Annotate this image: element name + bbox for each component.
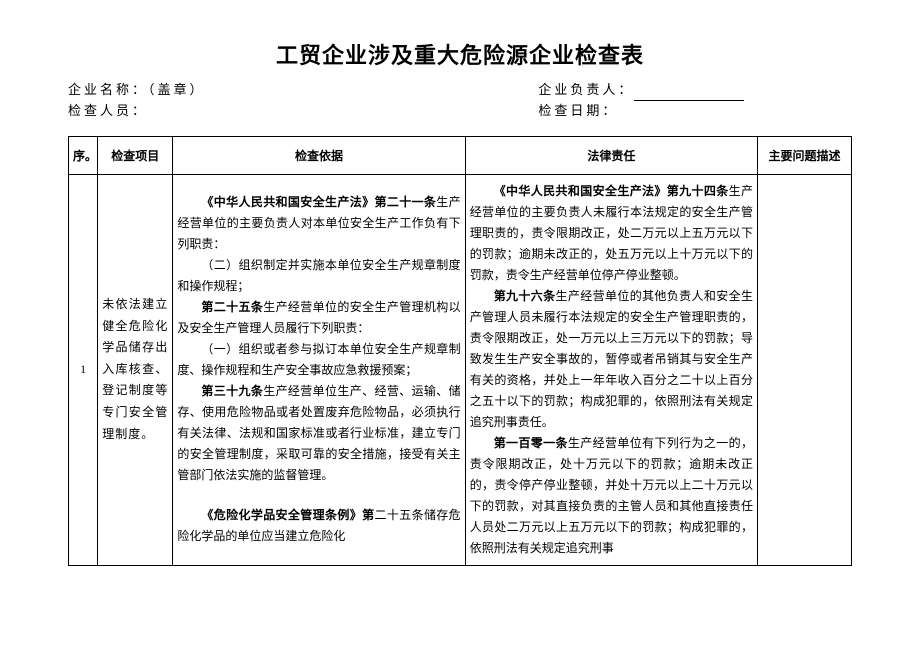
liab-p1b: 生产经营单位的主要负责人未履行本法规定的安全生产管理职责的，责令限期改正，处二万…	[470, 184, 753, 282]
responsible-underline	[634, 88, 744, 101]
basis-law2: 《危险化学品安全管理条例》第	[201, 508, 374, 522]
desc-cell	[758, 174, 852, 565]
liab-art96: 第九十六条	[494, 289, 556, 303]
header-row-1: 企业名称：（盖章） 企业负责人：	[68, 80, 852, 101]
liab-art101: 第一百零一条	[494, 436, 568, 450]
item-cell: 未依法建立健全危险化学品储存出入库核查、登记制度等专门安全管理制度。	[98, 174, 173, 565]
seq-cell: 1	[69, 174, 98, 565]
basis-p4: （一）组织或者参与拟订本单位安全生产规章制度、操作规程和生产安全事故应急救援预案…	[177, 339, 460, 381]
basis-p5b: 生产经营单位生产、经营、运输、储存、使用危险物品或者处置废弃危险物品，必须执行有…	[177, 384, 460, 482]
header-row-2: 检查人员： 检查日期：	[68, 101, 852, 122]
basis-cell: 《中华人民共和国安全生产法》第二十一条生产经营单位的主要负责人对本单位安全生产工…	[173, 174, 465, 565]
liab-p2b: 生产经营单位的其他负责人和安全生产管理人员未履行本法规定的安全生产管理职责的，责…	[470, 289, 753, 429]
basis-law1: 《中华人民共和国安全生产法》第二十一条	[201, 195, 436, 209]
responsible-label: 企业负责人：	[538, 80, 852, 101]
inspection-table: 序。 检查项目 检查依据 法律责任 主要问题描述 1 未依法建立健全危险化学品储…	[68, 136, 852, 566]
basis-art25: 第二十五条	[201, 300, 263, 314]
table-header-row: 序。 检查项目 检查依据 法律责任 主要问题描述	[69, 136, 852, 174]
col-desc: 主要问题描述	[758, 136, 852, 174]
liab-p3b: 生产经营单位有下列行为之一的，责令限期改正，处十万元以下的罚款；逾期未改正的，责…	[470, 436, 753, 555]
table-row: 1 未依法建立健全危险化学品储存出入库核查、登记制度等专门安全管理制度。 《中华…	[69, 174, 852, 565]
col-seq: 序。	[69, 136, 98, 174]
date-label: 检查日期：	[538, 101, 852, 122]
liability-cell: 《中华人民共和国安全生产法》第九十四条生产经营单位的主要负责人未履行本法规定的安…	[465, 174, 757, 565]
col-basis: 检查依据	[173, 136, 465, 174]
liab-law1: 《中华人民共和国安全生产法》第九十四条	[494, 184, 729, 198]
page-title: 工贸企业涉及重大危险源企业检查表	[68, 38, 852, 70]
col-item: 检查项目	[98, 136, 173, 174]
basis-spacer	[177, 486, 460, 505]
responsible-text: 企业负责人：	[538, 82, 634, 97]
col-liability: 法律责任	[465, 136, 757, 174]
inspector-label: 检查人员：	[68, 101, 460, 122]
company-name-label: 企业名称：（盖章）	[68, 80, 460, 101]
basis-p2: （二）组织制定并实施本单位安全生产规章制度和操作规程；	[177, 255, 460, 297]
basis-art39: 第三十九条	[201, 384, 263, 398]
